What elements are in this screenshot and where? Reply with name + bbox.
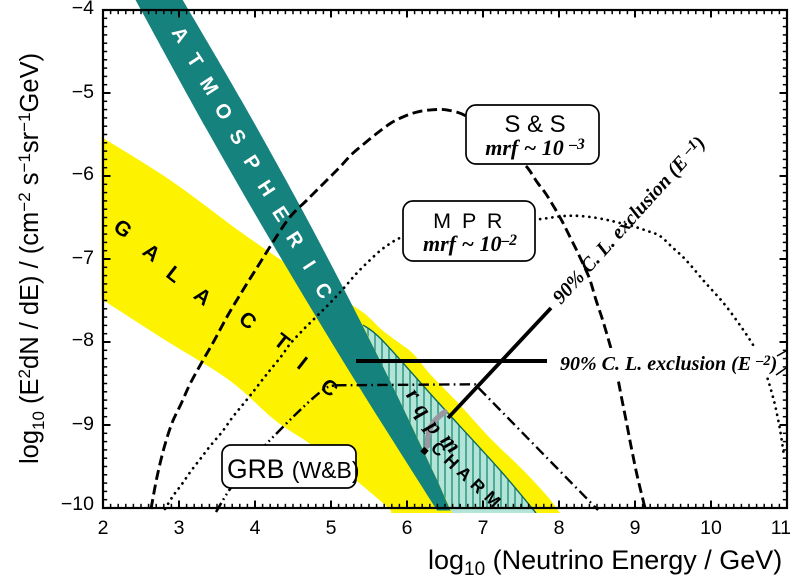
- svg-text:8: 8: [554, 517, 565, 539]
- svg-text:mrf ~ 10 –3: mrf ~ 10 –3: [485, 135, 585, 160]
- svg-text:−10: −10: [61, 493, 94, 515]
- svg-text:10: 10: [700, 517, 722, 539]
- svg-text:log10 (E2dN / dE) / (cm−2 s−1s: log10 (E2dN / dE) / (cm−2 s−1sr−1GeV): [15, 53, 48, 464]
- svg-text:11: 11: [771, 517, 791, 539]
- svg-text:S & S: S & S: [504, 111, 565, 138]
- svg-text:M P R: M P R: [433, 209, 505, 233]
- svg-text:5: 5: [326, 517, 337, 539]
- svg-text:3: 3: [174, 517, 185, 539]
- svg-text:−7: −7: [72, 247, 94, 269]
- svg-text:−5: −5: [72, 81, 94, 103]
- svg-text:GRB (W&B): GRB (W&B): [227, 454, 360, 484]
- svg-text:−6: −6: [72, 163, 94, 185]
- svg-text:−4: −4: [72, 0, 94, 19]
- svg-text:4: 4: [250, 517, 261, 539]
- svg-text:2: 2: [98, 517, 109, 539]
- svg-text:6: 6: [402, 517, 413, 539]
- svg-text:90% C. L. exclusion (E –2): 90% C. L. exclusion (E –2): [560, 353, 777, 375]
- svg-text:−8: −8: [72, 329, 94, 351]
- svg-text:7: 7: [478, 517, 489, 539]
- svg-text:9: 9: [630, 517, 641, 539]
- svg-text:log10 (Neutrino Energy / GeV): log10 (Neutrino Energy / GeV): [428, 545, 782, 576]
- svg-text:−9: −9: [72, 413, 94, 435]
